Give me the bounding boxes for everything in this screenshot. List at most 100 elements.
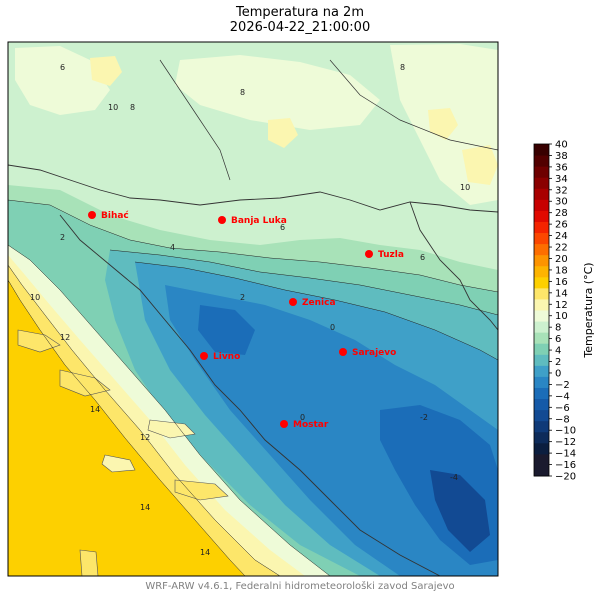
city-marker-livno (200, 352, 208, 360)
city-label-sarajevo: Sarajevo (352, 348, 396, 358)
country-border-southwest (59, 214, 441, 576)
colorbar-band (534, 365, 549, 377)
colorbar-tick-label: 12 (555, 300, 568, 311)
colorbar-band (534, 409, 549, 422)
colorbar-band (534, 254, 549, 267)
field-10-12-north-a (90, 56, 122, 86)
colorbar-band (534, 398, 549, 411)
svg-text:2: 2 (240, 293, 245, 302)
colorbar-band (534, 221, 549, 234)
city-marker-tuzla (365, 250, 373, 258)
colorbar-tick-label: 34 (555, 174, 568, 185)
colorbar-ticks: 4038363432302826242220181614121086420−2−… (549, 140, 576, 483)
colorbar-tick-label: 28 (555, 208, 568, 219)
colorbar-band (534, 287, 549, 300)
colorbar-tick-label: 30 (555, 197, 568, 208)
city-label-bihac: Bihać (101, 210, 129, 221)
svg-text:6: 6 (60, 63, 65, 72)
contour-lines (8, 199, 498, 576)
city-label-livno: Livno (213, 352, 240, 362)
colorbar-tick-label: −2 (555, 380, 570, 391)
country-border-east (409, 201, 498, 331)
field-8-10-north-b (175, 55, 380, 130)
svg-text:6: 6 (420, 253, 425, 262)
island-5 (174, 479, 229, 501)
svg-text:10: 10 (30, 293, 40, 302)
city-label-banja-luka: Banja Luka (231, 216, 287, 226)
svg-text:8: 8 (130, 103, 135, 112)
city-marker-bihac (88, 211, 96, 219)
country-border-north (8, 164, 498, 213)
field-8-10-north-a (15, 46, 110, 115)
colorbar-band (534, 199, 549, 211)
svg-text:6: 6 (280, 223, 285, 232)
city-marker-sarajevo (339, 348, 347, 356)
colorbar-band (534, 321, 549, 333)
svg-text:-2: -2 (420, 413, 428, 422)
colorbar-tick-label: −6 (555, 403, 570, 414)
colorbar-band (534, 442, 549, 455)
colorbar-tick-label: 14 (555, 288, 568, 299)
colorbar-tick-label: −4 (555, 391, 570, 402)
colorbar-band (534, 354, 549, 366)
colorbar-band (534, 310, 549, 322)
city-marker-zenica (289, 298, 297, 306)
svg-text:14: 14 (90, 405, 100, 414)
svg-text:10: 10 (460, 183, 470, 192)
colorbar-band (534, 188, 549, 200)
colorbar-band (534, 243, 549, 256)
colorbar-tick-label: 0 (555, 368, 561, 379)
svg-text:4: 4 (170, 243, 175, 252)
colorbar-tick-label: −14 (555, 449, 576, 460)
colorbar-frame (533, 143, 550, 477)
field-10-12-north-d (268, 118, 298, 148)
svg-text:2: 2 (60, 233, 65, 242)
colorbar-band (534, 166, 549, 178)
island-6 (79, 549, 99, 576)
colorbar-tick-label: 26 (555, 220, 568, 231)
field-neg8-neg6 (430, 470, 490, 552)
colorbar-band (534, 332, 549, 344)
colorbar-band (534, 343, 549, 355)
field-sea (8, 280, 245, 576)
svg-text:8: 8 (400, 63, 405, 72)
colorbar-tick-label: −8 (555, 414, 570, 425)
colorbar-tick-label: 22 (555, 243, 568, 254)
colorbar-band (534, 431, 549, 444)
colorbar-tick-label: 8 (555, 323, 561, 334)
field-10-12-north-c (462, 145, 498, 185)
colorbar-band (534, 265, 549, 278)
colorbar-band (534, 210, 549, 222)
colorbar-tick-label: 6 (555, 334, 561, 345)
map-title: Temperatura na 2m (235, 5, 364, 20)
svg-text:8: 8 (240, 88, 245, 97)
colorbar-band (534, 177, 549, 189)
colorbar-tick-label: 2 (555, 357, 561, 368)
colorbar-tick-label: 32 (555, 185, 568, 196)
colorbar-band (534, 453, 549, 477)
colorbar-tick-label: 16 (555, 277, 568, 288)
colorbar-band (534, 420, 549, 433)
city-markers: Bihać Banja Luka Tuzla Zenica Sarajevo L… (88, 210, 404, 430)
colorbar-tick-label: 24 (555, 231, 568, 242)
island-2 (59, 369, 111, 397)
footer-credit: WRF-ARW v4.6.1, Federalni hidrometeorolo… (145, 581, 455, 592)
colorbar-tick-label: 10 (555, 311, 568, 322)
city-label-zenica: Zenica (302, 298, 336, 308)
country-border-inner (159, 59, 231, 181)
svg-text:14: 14 (140, 503, 150, 512)
island-1 (17, 329, 61, 353)
map-field: 6 8 8 8 10 10 10 12 14 14 14 12 4 2 0 -2 -4 0 2 6 6 (8, 42, 498, 576)
svg-text:10: 10 (108, 103, 118, 112)
colorbar-tick-label: 4 (555, 346, 561, 357)
colorbar-tick-label: 36 (555, 162, 568, 173)
colorbar-tick-label: −20 (555, 472, 576, 483)
svg-text:0: 0 (300, 413, 305, 422)
island-4 (101, 454, 136, 473)
colorbar-tick-label: 20 (555, 254, 568, 265)
colorbar-bands (534, 144, 549, 477)
svg-text:-4: -4 (450, 473, 458, 482)
colorbar-tick-label: 40 (555, 140, 568, 151)
colorbar-band (534, 144, 549, 156)
svg-text:0: 0 (330, 323, 335, 332)
